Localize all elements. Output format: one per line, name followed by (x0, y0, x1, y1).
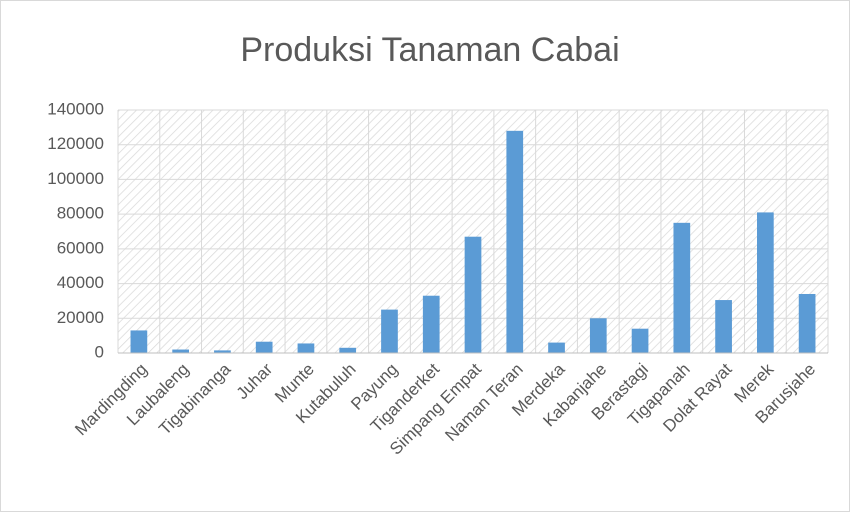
bar (548, 342, 565, 353)
y-tick-label: 40000 (57, 273, 104, 292)
bar (297, 343, 315, 353)
y-tick-label: 80000 (57, 204, 104, 223)
bar (757, 212, 774, 353)
bar (339, 347, 357, 353)
y-tick-label: 20000 (57, 308, 104, 327)
bar (798, 293, 816, 353)
bar (130, 330, 148, 353)
y-tick-label: 0 (95, 342, 104, 361)
bar (422, 295, 440, 353)
bar (589, 318, 607, 353)
bar (673, 222, 691, 353)
y-tick-label: 100000 (47, 169, 104, 188)
y-tick-label: 120000 (47, 134, 104, 153)
y-tick-label: 60000 (57, 238, 104, 257)
bar (464, 236, 482, 353)
y-tick-label: 140000 (47, 99, 104, 118)
bar (506, 130, 524, 353)
bar (255, 341, 273, 353)
bar (214, 350, 231, 353)
bar (381, 309, 398, 353)
bar (172, 349, 189, 353)
bar (631, 328, 649, 353)
bar (715, 300, 732, 353)
chart-title: Produksi Tanaman Cabai (240, 31, 619, 69)
